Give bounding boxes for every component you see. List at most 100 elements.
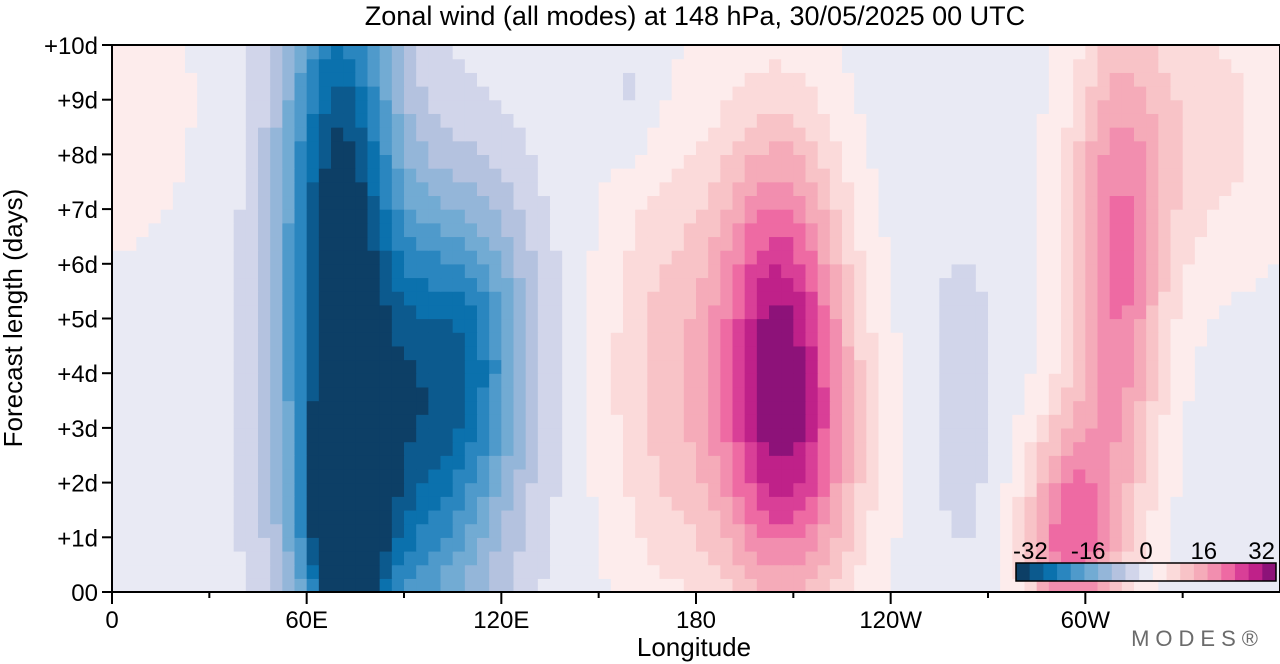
heatmap-cell <box>1231 168 1245 183</box>
heatmap-cell <box>951 222 965 238</box>
heatmap-cell <box>1231 578 1245 593</box>
heatmap-cell <box>1170 414 1184 429</box>
heatmap-cell <box>805 441 819 456</box>
heatmap-cell <box>1255 550 1269 566</box>
heatmap-cell <box>756 564 770 579</box>
heatmap-cell <box>1219 482 1232 497</box>
heatmap-cell <box>440 222 454 238</box>
heatmap-cell <box>148 359 162 374</box>
heatmap-cell <box>294 195 308 210</box>
heatmap-cell <box>951 564 965 579</box>
heatmap-cell <box>635 496 648 511</box>
heatmap-cell <box>294 496 308 511</box>
heatmap-cell <box>1170 441 1184 456</box>
heatmap-cell <box>221 509 235 525</box>
heatmap-cell <box>1036 99 1050 114</box>
heatmap-cell <box>574 468 588 484</box>
heatmap-cell <box>915 345 928 361</box>
heatmap-cell <box>428 86 442 101</box>
heatmap-cell <box>367 373 381 388</box>
heatmap-cell <box>1158 45 1172 60</box>
heatmap-cell <box>318 523 332 538</box>
heatmap-cell <box>1243 455 1257 470</box>
heatmap-cell <box>671 455 685 470</box>
heatmap-cell <box>1267 154 1280 169</box>
heatmap-cell <box>1121 250 1135 265</box>
heatmap-cell <box>148 455 162 470</box>
heatmap-cell <box>927 427 940 443</box>
heatmap-cell <box>756 291 770 306</box>
heatmap-cell <box>233 113 247 128</box>
heatmap-cell <box>988 168 1001 183</box>
heatmap-cell <box>574 195 588 210</box>
heatmap-cell <box>221 564 235 579</box>
heatmap-cell <box>501 304 515 320</box>
heatmap-cell <box>513 455 527 470</box>
heatmap-cell <box>1061 181 1074 197</box>
heatmap-cell <box>659 99 673 114</box>
heatmap-cell <box>939 250 953 265</box>
heatmap-cell <box>708 359 721 374</box>
heatmap-cell <box>160 140 174 155</box>
heatmap-cell <box>233 455 247 470</box>
heatmap-cell <box>1073 345 1086 361</box>
heatmap-cell <box>671 291 685 306</box>
heatmap-cell <box>890 113 904 128</box>
heatmap-cell <box>915 99 928 114</box>
heatmap-cell <box>124 564 137 579</box>
heatmap-cell <box>963 414 977 429</box>
heatmap-cell <box>610 441 624 456</box>
heatmap-cell <box>258 427 271 443</box>
heatmap-cell <box>1012 86 1026 101</box>
heatmap-cell <box>1146 86 1159 101</box>
heatmap-cell <box>1048 181 1062 197</box>
heatmap-cell <box>1255 318 1269 333</box>
heatmap-cell <box>1121 482 1135 497</box>
heatmap-cell <box>550 509 563 525</box>
heatmap-cell <box>866 468 880 484</box>
heatmap-cell <box>598 99 612 114</box>
heatmap-cell <box>927 209 940 224</box>
heatmap-cell <box>1243 427 1257 443</box>
heatmap-cell <box>124 496 137 511</box>
heatmap-cell <box>136 99 150 114</box>
heatmap-cell <box>975 127 989 142</box>
heatmap-cell <box>1267 127 1280 142</box>
heatmap-cell <box>124 291 137 306</box>
heatmap-cell <box>221 537 235 552</box>
heatmap-cell <box>331 482 344 497</box>
heatmap-cell <box>696 250 709 265</box>
heatmap-cell <box>829 113 843 128</box>
heatmap-cell <box>805 427 819 443</box>
heatmap-cell <box>343 72 356 87</box>
heatmap-cell <box>1170 195 1184 210</box>
heatmap-cell <box>988 359 1001 374</box>
heatmap-cell <box>963 45 977 60</box>
heatmap-cell <box>1255 113 1269 128</box>
heatmap-cell <box>221 359 235 374</box>
heatmap-cell <box>537 564 551 579</box>
heatmap-cell <box>1134 400 1147 415</box>
heatmap-cell <box>805 578 819 593</box>
heatmap-cell <box>1146 414 1159 429</box>
heatmap-cell <box>939 468 953 484</box>
heatmap-cell <box>440 263 454 279</box>
heatmap-cell <box>367 45 381 60</box>
heatmap-cell <box>696 564 709 579</box>
heatmap-cell <box>416 523 429 538</box>
heatmap-cell <box>537 45 551 60</box>
heatmap-cell <box>1146 236 1159 251</box>
heatmap-cell <box>708 564 721 579</box>
heatmap-cell <box>245 482 259 497</box>
heatmap-cell <box>744 236 758 251</box>
heatmap-cell <box>501 86 515 101</box>
heatmap-cell <box>708 113 721 128</box>
heatmap-cell <box>732 209 746 224</box>
heatmap-cell <box>793 45 807 60</box>
heatmap-cell <box>355 400 369 415</box>
heatmap-cell <box>428 181 442 197</box>
heatmap-cell <box>586 537 600 552</box>
heatmap-cell <box>1158 550 1172 566</box>
heatmap-cell <box>294 359 308 374</box>
heatmap-cell <box>635 195 648 210</box>
